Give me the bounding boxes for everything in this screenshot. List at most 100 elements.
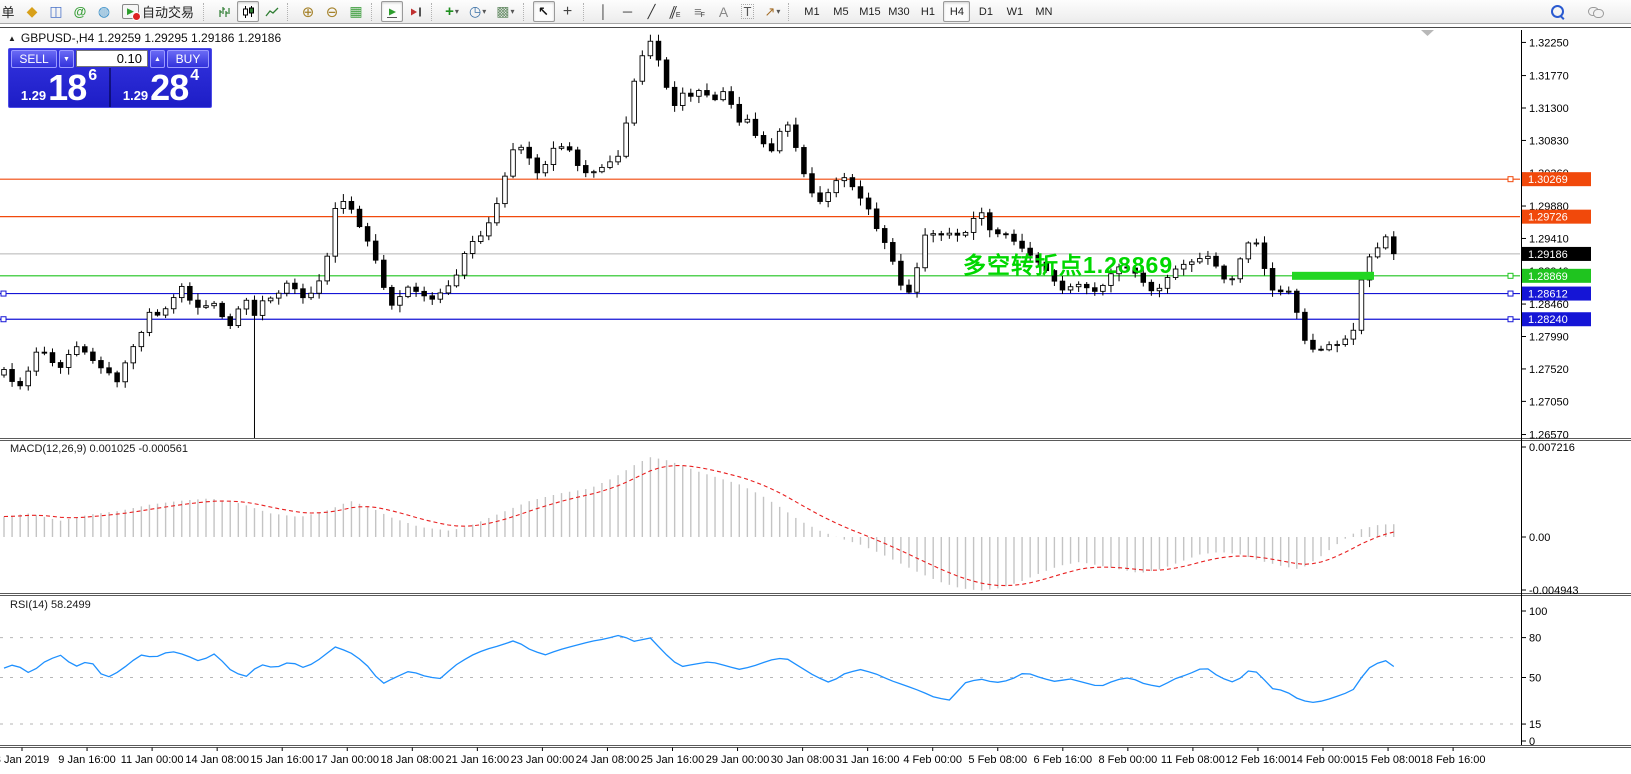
time-tick-label: 18 Feb 16:00 <box>1421 754 1486 766</box>
timeframe-button-m5[interactable]: M5 <box>833 5 849 18</box>
buy-price-big: 28 <box>150 67 189 108</box>
zoom-out-icon: ⊖ <box>325 3 339 21</box>
zoom-in-icon: ⊕ <box>301 3 315 21</box>
candle-body <box>49 352 56 364</box>
timeframe-button-d1[interactable]: D1 <box>978 5 993 18</box>
timeframe-button-h1[interactable]: H1 <box>920 5 935 18</box>
candle-body <box>122 362 128 383</box>
candle-body <box>1229 278 1235 281</box>
candle-body <box>1391 236 1397 255</box>
toolbar-grip <box>287 2 292 21</box>
candle-body <box>1156 287 1163 292</box>
candle-body <box>340 200 347 209</box>
equidistant-channel-button[interactable]: ∥ E <box>667 3 681 20</box>
auto-scroll-button[interactable] <box>381 1 404 22</box>
candle-body <box>1172 268 1179 278</box>
templates-button[interactable]: ▩ ▾ <box>492 1 518 22</box>
rsi-tick-label: 100 <box>1529 606 1547 618</box>
zoom-in-button[interactable]: ⊕ <box>297 1 319 22</box>
candle-body <box>275 292 282 299</box>
timeframe-button-h4[interactable]: H4 <box>943 1 971 22</box>
text-label-button[interactable]: T <box>737 1 759 22</box>
candle-body <box>130 346 137 364</box>
buy-price-button[interactable]: 1.29 28 4 <box>111 68 211 107</box>
candle-body <box>1075 283 1082 288</box>
price-tick-label: 1.29410 <box>1529 233 1569 245</box>
candle-body <box>1213 255 1219 267</box>
time-tick-label: 9 Jan 16:00 <box>58 754 116 766</box>
text-tool-button[interactable]: A <box>713 1 735 22</box>
line-chart-button[interactable] <box>261 1 283 22</box>
tile-windows-button[interactable]: ▦ <box>345 1 367 22</box>
timeframe-button-mn[interactable]: MN <box>1035 5 1053 18</box>
search-icon <box>1550 5 1564 18</box>
new-order-button[interactable]: 单 <box>0 1 19 22</box>
rsi-indicator-label: RSI(14) 58.2499 <box>10 599 91 611</box>
chart-shift-button[interactable] <box>405 1 427 22</box>
trendline-button[interactable]: ╱ <box>641 1 663 22</box>
volume-up-button[interactable]: ▲ <box>150 50 165 68</box>
chart-canvas[interactable]: 1.322501.317701.313001.308301.303601.298… <box>0 28 1631 774</box>
horizontal-line-button[interactable]: ─ <box>617 1 639 22</box>
symbol-ohlc-line: ▲ GBPUSD-,H4 1.29259 1.29295 1.29186 1.2… <box>8 31 281 45</box>
rsi-line <box>3 634 1395 704</box>
vertical-line-button[interactable]: │ <box>593 1 615 22</box>
fibonacci-button[interactable]: ≡ F <box>694 4 705 19</box>
collapse-arrow-icon[interactable]: ▲ <box>8 33 16 43</box>
candle-body <box>930 233 936 236</box>
candle-body <box>663 59 670 88</box>
cursor-button[interactable]: ↖ <box>532 1 555 22</box>
pivot-annotation-text: 多空转折点1.28869 <box>963 252 1174 278</box>
arrows-button[interactable]: ↗ ▾ <box>761 1 785 22</box>
zoom-out-button[interactable]: ⊖ <box>321 1 343 22</box>
candle-body <box>574 149 581 166</box>
timeframe-button-w1[interactable]: W1 <box>1006 5 1024 18</box>
time-tick-label: 31 Jan 16:00 <box>836 754 900 766</box>
timeframe-button-m15[interactable]: M15 <box>859 5 881 18</box>
crosshair-button[interactable]: + <box>557 1 579 22</box>
candle-body <box>518 146 524 151</box>
candle-body <box>857 186 864 199</box>
line-chart-icon <box>265 7 279 16</box>
volume-input[interactable] <box>76 50 148 67</box>
candle-body <box>1124 266 1130 269</box>
new-chart-button[interactable]: ◆ <box>21 1 43 22</box>
candle-body <box>227 316 233 327</box>
candle-body <box>429 295 435 300</box>
periods-button[interactable]: ◷ ▾ <box>465 1 490 22</box>
indicators-button[interactable]: + ▾ <box>441 1 463 22</box>
autotrading-button[interactable]: ▶ 自动交易 <box>117 1 199 22</box>
candle-body <box>793 124 799 148</box>
fibonacci-icon: ≡ <box>694 4 702 19</box>
candle-body <box>1269 268 1276 291</box>
chart-window: 1.322501.317701.313001.308301.303601.298… <box>0 27 1631 774</box>
candle-body <box>1302 311 1308 341</box>
sell-price-button[interactable]: 1.29 18 6 <box>9 68 109 107</box>
candle-body <box>421 290 427 297</box>
timeframe-button-m1[interactable]: M1 <box>804 5 820 18</box>
candlestick-chart-button[interactable] <box>237 1 260 22</box>
candle-body <box>1350 329 1357 340</box>
bar-chart-button[interactable] <box>213 1 235 22</box>
terminal-button[interactable]: ◍ <box>93 1 115 22</box>
candle-body <box>679 92 686 106</box>
timeframe-button-m30[interactable]: M30 <box>888 5 910 18</box>
toolbar-grip <box>788 2 793 21</box>
candle-body <box>696 90 702 97</box>
chat-button[interactable] <box>1584 1 1606 22</box>
time-tick-label: 29 Jan 00:00 <box>706 754 770 766</box>
rsi-tick-label: 15 <box>1529 719 1541 731</box>
volume-down-button[interactable]: ▼ <box>59 50 74 68</box>
market-watch-button[interactable]: ◫ <box>45 1 67 22</box>
navigator-button[interactable]: @ <box>69 1 91 22</box>
candle-body <box>203 305 209 308</box>
candle-body <box>98 360 104 369</box>
bar-chart-icon <box>219 6 230 17</box>
time-tick-label: 25 Jan 16:00 <box>641 754 705 766</box>
periods-clock-icon: ◷ <box>469 3 482 19</box>
buy-button[interactable]: BUY <box>167 50 209 68</box>
time-tick-label: 12 Feb 16:00 <box>1226 754 1291 766</box>
toolbar-grip <box>522 2 528 21</box>
search-button[interactable] <box>1546 1 1568 22</box>
sell-button[interactable]: SELL <box>11 50 57 68</box>
